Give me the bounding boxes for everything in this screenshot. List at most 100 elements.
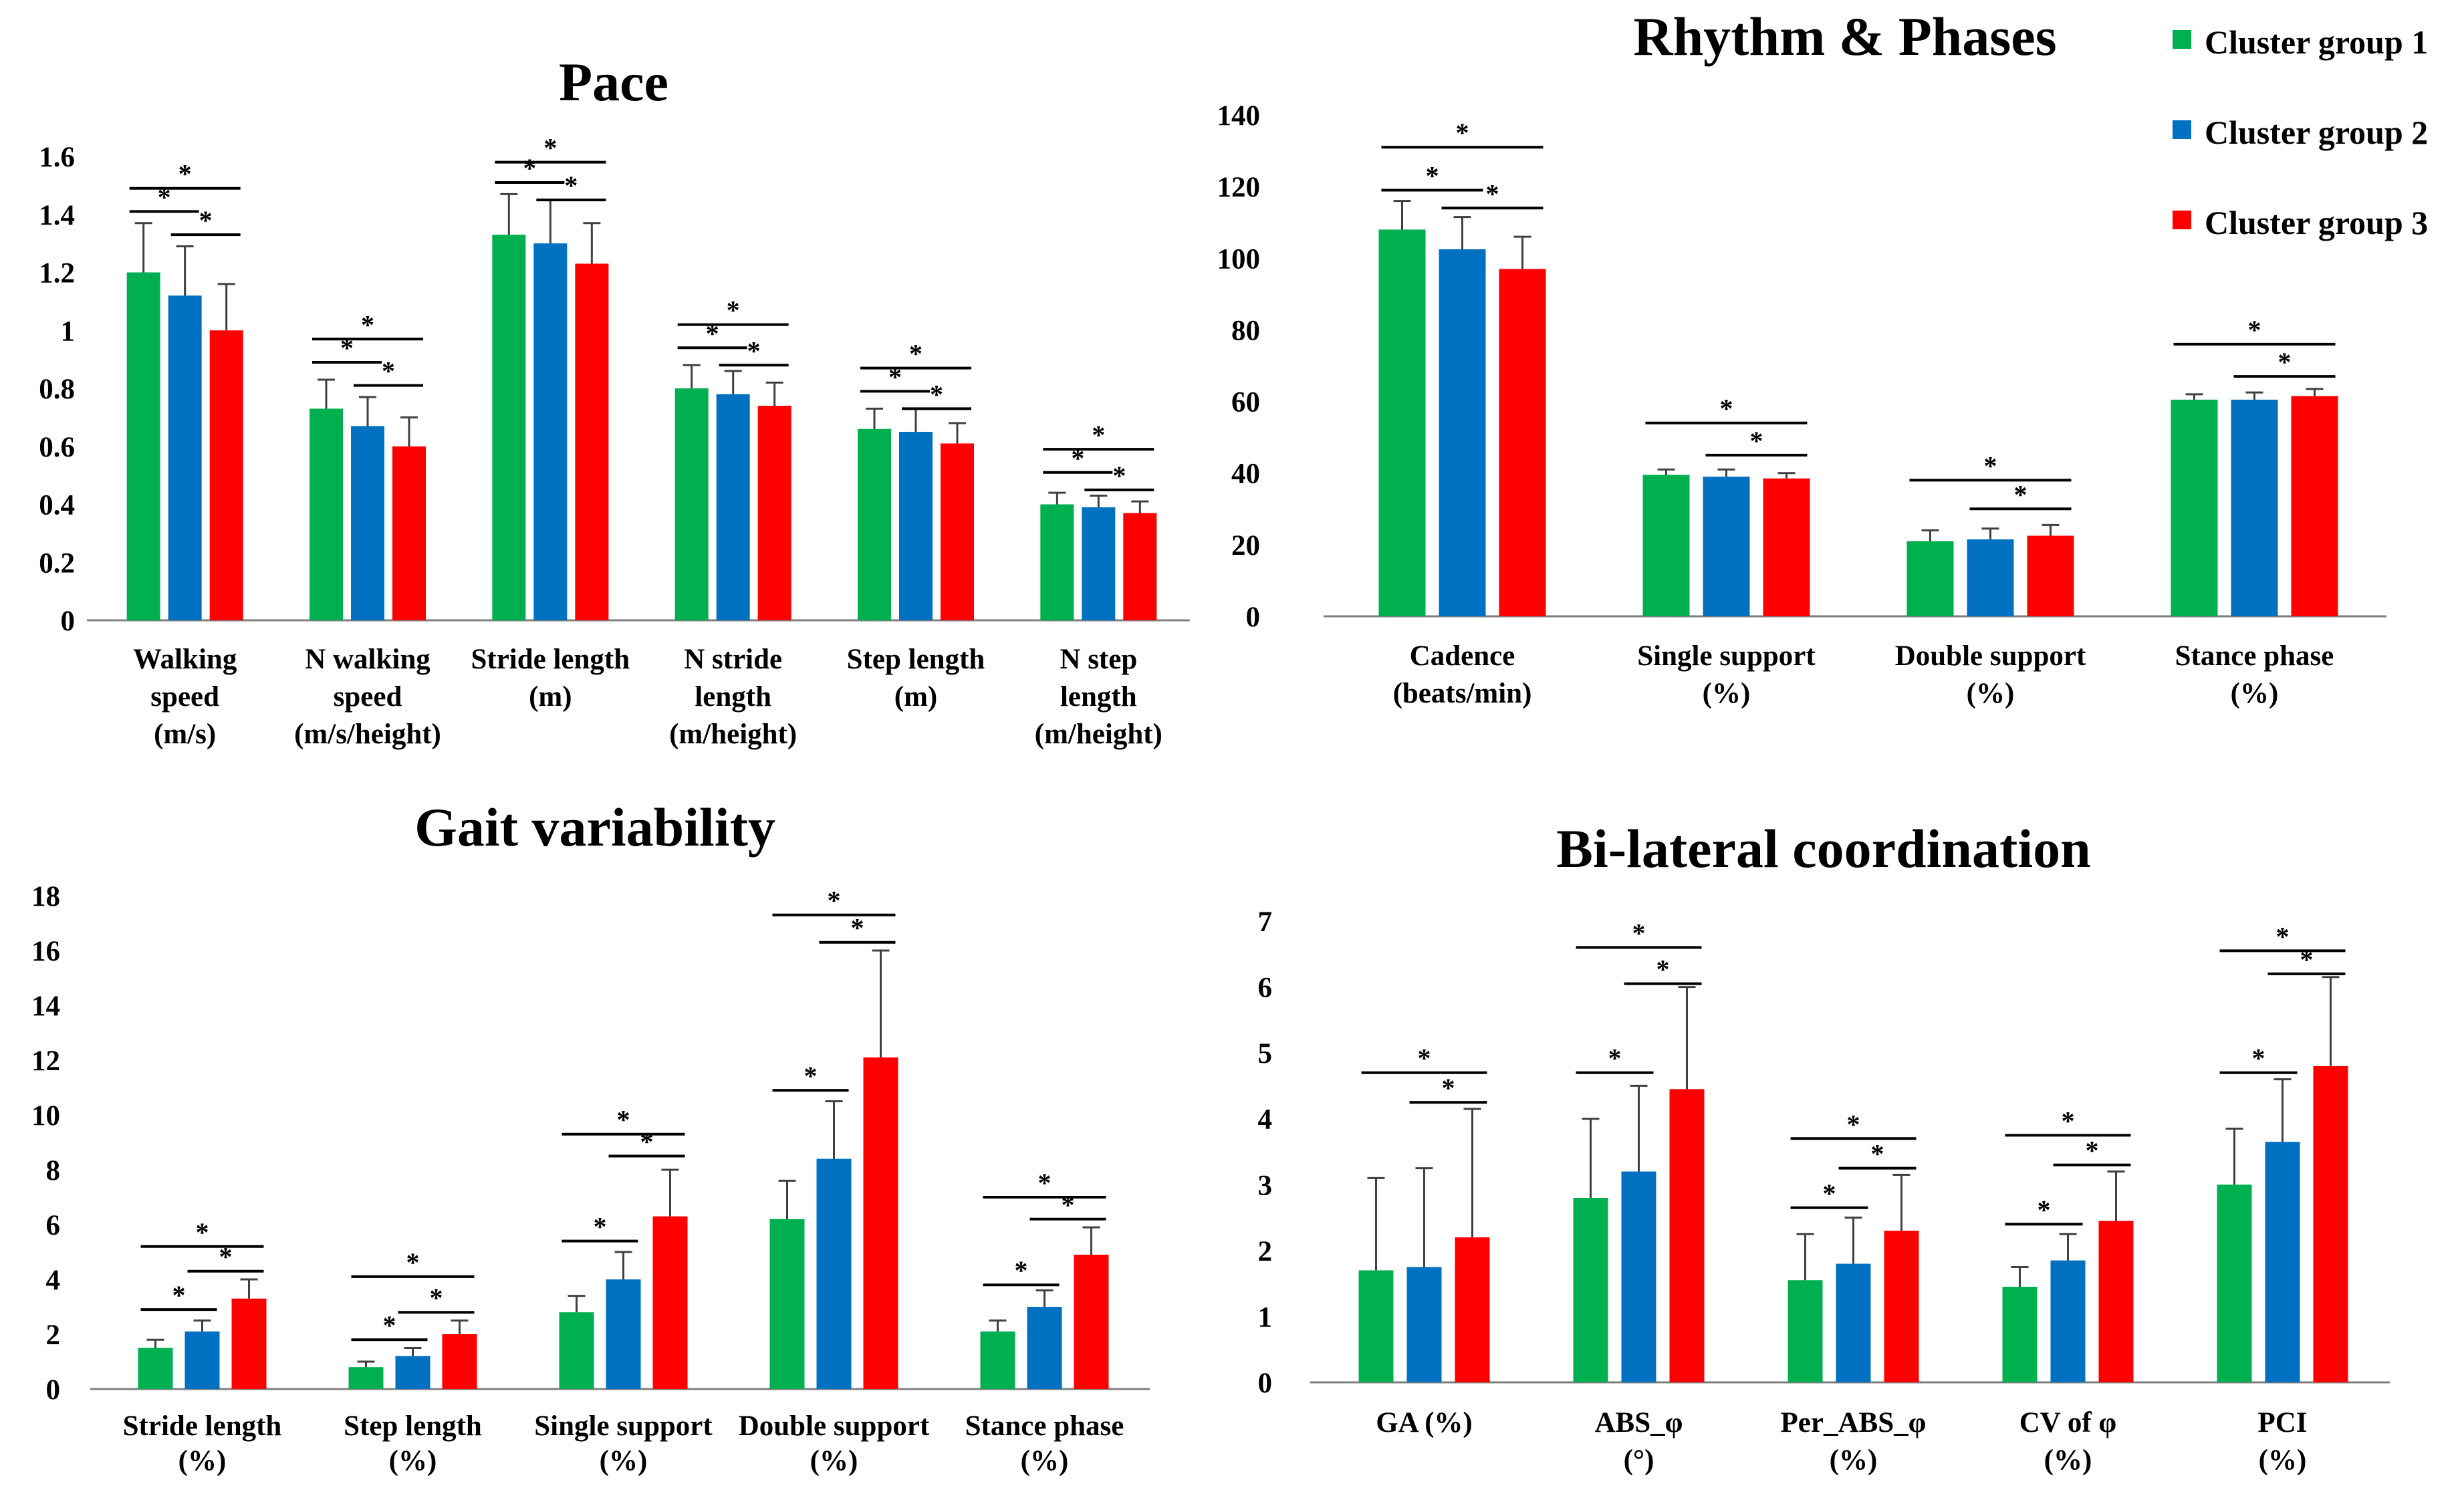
category-label: N stride (684, 644, 782, 675)
bar (1074, 1255, 1109, 1389)
bar (1642, 475, 1690, 616)
y-tick-label: 0 (46, 1374, 61, 1406)
bar (1967, 539, 2014, 616)
y-tick-label: 0.4 (39, 490, 75, 521)
significance-marker: * (196, 1217, 209, 1247)
category-label: Walking (133, 644, 237, 675)
y-tick-label: 0 (1258, 1368, 1273, 1399)
y-tick-label: 1.6 (39, 142, 75, 173)
category-label: Stance phase (965, 1410, 1124, 1442)
bar (1788, 1280, 1823, 1382)
bar (442, 1334, 477, 1389)
category-label: N walking (305, 644, 430, 675)
bar (606, 1279, 641, 1389)
y-tick-label: 0 (61, 606, 76, 637)
significance-marker: * (2086, 1136, 2099, 1166)
y-tick-label: 1 (1258, 1301, 1273, 1333)
significance-marker: * (1071, 443, 1084, 473)
bar (1439, 249, 1486, 617)
significance-marker: * (2248, 315, 2261, 345)
plot-area-rhythm: 0 20 40 60 80 100 120 140 Cadence (beats/min) Sing… (1217, 100, 2386, 709)
y-tick-label: 14 (31, 991, 60, 1022)
y-tick-label: 1.2 (39, 258, 75, 289)
significance-marker: * (706, 318, 719, 348)
significance-marker: * (747, 336, 761, 366)
bar (138, 1348, 173, 1389)
significance-marker: * (2278, 347, 2292, 377)
category-label: (m) (529, 681, 572, 713)
significance-marker: * (1456, 118, 1469, 148)
significance-marker: * (1656, 955, 1670, 985)
y-tick-label: 16 (31, 936, 60, 967)
bar (533, 243, 568, 620)
y-tick-label: 20 (1231, 530, 1260, 561)
significance-marker: * (2276, 921, 2290, 951)
category-label: (°) (1624, 1445, 1654, 1476)
significance-marker: * (617, 1105, 630, 1135)
bar (863, 1057, 898, 1389)
y-tick-label: 2 (1258, 1236, 1273, 1267)
significance-marker: * (564, 170, 578, 201)
bar (899, 432, 933, 620)
significance-marker: * (1038, 1168, 1052, 1198)
bar (392, 446, 426, 620)
category-label: (%) (600, 1445, 648, 1477)
significance-marker: * (1015, 1255, 1028, 1285)
chart-variability: Gait variability 0 2 4 6 8 10 12 14 16 18 Stride l… (31, 797, 1150, 1477)
bar (2231, 399, 2278, 616)
bar (652, 1216, 688, 1389)
y-tick-label: 0.8 (39, 374, 75, 405)
category-label: (m/s/height) (294, 719, 441, 750)
plot-area-bilateral: 0 1 2 3 4 5 6 7 GA (%) ABS_φ (°) Per_ABS_φ (%) CV of … (1258, 906, 2390, 1476)
significance-marker: * (1418, 1043, 1431, 1074)
significance-marker: * (361, 309, 374, 340)
y-tick-label: 5 (1258, 1038, 1273, 1070)
y-tick-label: 100 (1217, 243, 1261, 275)
category-label: Per_ABS_φ (1781, 1407, 1927, 1438)
significance-marker: * (1486, 178, 1499, 209)
chart-bilateral: Bi-lateral coordination 0 1 2 3 4 5 6 7 GA (%) AB… (1258, 818, 2390, 1476)
category-label: Stride length (471, 644, 630, 675)
bar (2098, 1221, 2134, 1382)
significance-marker: * (1608, 1043, 1622, 1074)
legend-label-cluster-3: Cluster group 3 (2205, 204, 2428, 241)
bar (2217, 1184, 2252, 1382)
bar (231, 1298, 267, 1389)
category-label: PCI (2257, 1407, 2307, 1438)
y-tick-label: 60 (1231, 387, 1260, 418)
category-label: N step (1060, 644, 1137, 675)
y-tick-label: 80 (1231, 315, 1260, 346)
chart-title: Pace (559, 51, 668, 112)
significance-marker: * (178, 159, 192, 189)
plot-area-pace: 0 0.2 0.4 0.6 0.8 1 1.2 1.4 1.6 Walking speed (m/s)… (39, 133, 1190, 750)
significance-marker: * (1720, 394, 1733, 424)
bar (559, 1312, 594, 1389)
y-tick-label: 0.6 (39, 432, 75, 463)
bar (2171, 399, 2218, 616)
legend-swatch-cluster-2 (2173, 120, 2191, 139)
category-label: Double support (1895, 640, 2086, 672)
bar (757, 406, 791, 620)
category-label: ABS_φ (1595, 1407, 1683, 1438)
category-label: (m/height) (1035, 719, 1162, 750)
significance-marker: * (199, 205, 213, 235)
significance-marker: * (1112, 461, 1126, 491)
bar (2291, 396, 2338, 616)
legend: Cluster group 1 Cluster group 2 Cluster … (2173, 23, 2428, 241)
bar (1123, 513, 1157, 620)
legend-swatch-cluster-1 (2173, 30, 2191, 49)
significance-marker: * (888, 362, 902, 392)
y-tick-label: 0.2 (39, 547, 75, 579)
category-label: GA (%) (1376, 1407, 1473, 1438)
bar (941, 443, 974, 620)
category-label: CV of φ (2019, 1407, 2116, 1438)
significance-marker: * (1632, 918, 1646, 948)
y-tick-label: 2 (46, 1320, 61, 1351)
significance-marker: * (340, 333, 354, 363)
category-label: (beats/min) (1393, 678, 1532, 709)
bar (1040, 504, 1074, 620)
bar (1763, 478, 1810, 616)
significance-marker: * (382, 356, 395, 386)
category-label: Step length (344, 1410, 482, 1442)
chart-rhythm: Rhythm & Phases 0 20 40 60 80 100 120 140 Cadenc… (1217, 6, 2386, 709)
